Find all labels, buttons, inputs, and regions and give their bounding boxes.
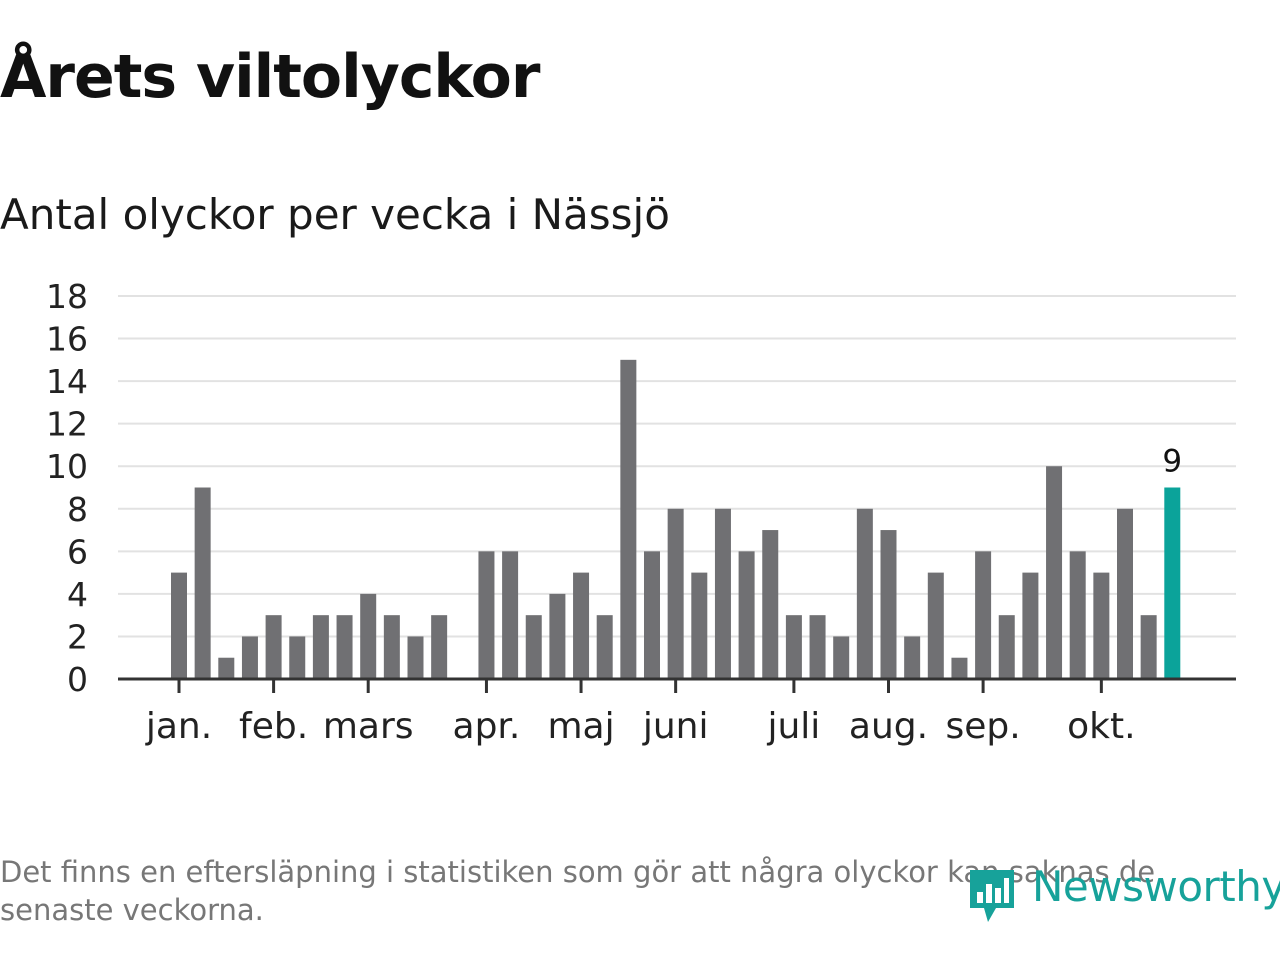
bar <box>265 615 282 679</box>
bar <box>951 657 968 679</box>
data-label-last: 9 <box>1162 444 1182 480</box>
x-tick-label: feb. <box>239 706 308 747</box>
bar <box>1093 572 1110 679</box>
bar <box>549 593 566 679</box>
bar <box>714 508 731 679</box>
bars <box>171 359 1181 679</box>
y-tick-label: 10 <box>46 447 88 486</box>
y-tick-label: 4 <box>67 575 88 614</box>
data-labels: 9 <box>1162 444 1182 480</box>
bar <box>596 615 613 679</box>
bar <box>738 551 755 679</box>
y-tick-label: 0 <box>67 660 88 699</box>
bar <box>218 657 235 679</box>
bar <box>241 636 258 679</box>
bar <box>691 572 708 679</box>
logo-wordmark: Newsworthy <box>1032 862 1280 911</box>
bar <box>762 530 779 679</box>
bar <box>431 615 448 679</box>
footnote: Det finns en eftersläpning i statistiken… <box>0 855 1156 927</box>
bar <box>975 551 992 679</box>
bar <box>289 636 306 679</box>
bar <box>856 508 873 679</box>
y-tick-label: 12 <box>46 405 88 444</box>
bar <box>620 359 637 679</box>
bar <box>904 636 921 679</box>
bar-chart-bubble-icon <box>970 870 1014 922</box>
y-tick-label: 16 <box>46 320 88 359</box>
bar <box>336 615 353 679</box>
bar <box>478 551 495 679</box>
bar <box>998 615 1015 679</box>
bar-highlight <box>1164 487 1181 679</box>
bar <box>502 551 519 679</box>
x-tick-label: okt. <box>1067 706 1135 747</box>
x-tick-label: sep. <box>945 706 1020 747</box>
bar <box>833 636 850 679</box>
y-tick-label: 14 <box>46 362 88 401</box>
y-tick-label: 2 <box>67 617 88 656</box>
bar <box>880 530 897 679</box>
bar <box>194 487 211 679</box>
bar <box>407 636 424 679</box>
bar <box>171 572 187 679</box>
x-tick-label: jan. <box>145 706 212 747</box>
newsworthy-logo[interactable]: Newsworthy <box>966 860 1280 928</box>
chart-subtitle: Antal olyckor per vecka i Nässjö <box>0 190 670 239</box>
bar <box>525 615 542 679</box>
bar <box>1069 551 1086 679</box>
y-tick-label: 8 <box>67 490 88 529</box>
bar <box>1117 508 1133 679</box>
bar <box>360 593 377 679</box>
chart-title: Årets viltolyckor <box>0 42 540 112</box>
bar <box>644 551 660 679</box>
bar <box>667 508 684 679</box>
x-axis-ticks: jan. feb. mars apr. maj juni juli aug. sep. okt. <box>145 679 1136 747</box>
bar <box>785 615 802 679</box>
x-tick-label: aug. <box>849 706 928 747</box>
bar <box>1022 572 1039 679</box>
bar <box>383 615 400 679</box>
bar <box>573 572 590 679</box>
bar <box>809 615 826 679</box>
bar <box>312 615 329 679</box>
bar <box>1046 466 1063 679</box>
x-tick-label: juni <box>642 706 709 747</box>
x-tick-label: apr. <box>453 706 521 747</box>
bar <box>1140 615 1157 679</box>
bar <box>927 572 944 679</box>
grid-lines <box>118 295 1236 638</box>
x-tick-label: juli <box>766 706 820 747</box>
x-tick-label: mars <box>323 706 414 747</box>
y-tick-label: 6 <box>67 532 88 571</box>
y-tick-label: 18 <box>46 277 88 316</box>
x-tick-label: maj <box>547 706 614 747</box>
